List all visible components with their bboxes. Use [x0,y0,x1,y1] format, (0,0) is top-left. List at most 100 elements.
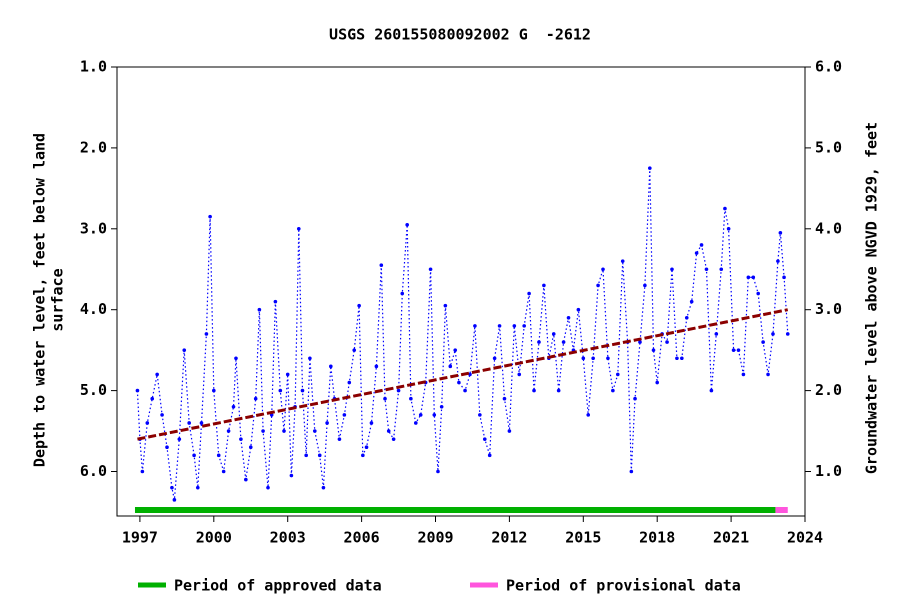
data-point [352,348,357,352]
data-point [487,453,492,458]
data-point [266,485,270,490]
data-point [719,267,724,272]
data-point [714,332,719,336]
data-point [457,380,461,385]
data-point [325,421,329,425]
data-point [337,437,342,441]
data-point [439,404,444,409]
x-tick-label: 2021 [713,529,749,547]
data-point [615,372,620,377]
y2-tick-label: 4.0 [815,219,842,237]
data-point [497,324,502,328]
x-tick-label: 2024 [787,529,823,547]
data-point [665,340,669,344]
data-point [317,453,322,458]
y2-tick-label: 1.0 [815,462,842,480]
data-point [304,453,308,458]
y-tick-label: 5.0 [80,381,107,399]
legend-label: Period of provisional data [506,577,741,595]
data-point [776,259,780,263]
data-point [443,303,448,308]
data-point [436,469,440,474]
data-point [357,303,361,308]
data-point [453,348,458,352]
data-point [492,356,497,361]
data-point [766,372,770,377]
data-point [527,291,531,296]
data-point [177,437,182,441]
data-point [361,453,365,458]
x-tick-label: 2003 [270,529,306,547]
data-point [726,227,731,231]
data-point [761,340,765,344]
data-point [655,380,660,385]
data-point [556,388,561,393]
data-point [606,356,610,361]
y-axis-label: surface [49,268,67,331]
data-point [601,267,605,272]
data-point [253,396,258,401]
data-point [195,485,200,490]
data-point [473,324,477,328]
data-point [216,453,221,458]
data-point [482,437,487,441]
data-point [369,421,374,425]
data-point [778,231,783,235]
data-point [551,332,556,336]
data-point [396,388,401,393]
data-point [261,429,265,433]
y2-tick-label: 2.0 [815,381,842,399]
data-point [278,388,283,393]
data-point [581,356,586,361]
data-point [248,445,253,450]
data-point [204,332,209,336]
data-point [782,275,786,280]
data-point [680,356,684,361]
data-point [165,445,169,450]
data-point [675,356,679,361]
data-point [418,413,423,417]
data-point [226,429,231,433]
data-point [374,364,379,369]
data-point [699,243,704,247]
data-point [212,388,216,393]
data-point [517,372,522,377]
data-point [231,404,236,409]
x-tick-label: 2018 [639,529,675,547]
data-point [409,396,413,401]
data-point [273,299,278,304]
data-point [596,283,600,288]
data-point [221,469,226,474]
data-point [731,348,736,352]
data-point [172,498,177,502]
x-tick-label: 2009 [417,529,453,547]
data-point [694,251,699,255]
data-point [512,324,517,328]
data-point [192,453,196,458]
data-point [289,473,294,478]
data-point [537,340,541,344]
data-point [638,340,642,344]
data-point [413,421,418,425]
data-point [313,429,317,433]
data-point [591,356,595,361]
data-point [561,340,566,344]
data-point [629,469,634,474]
x-tick-label: 1997 [122,529,158,547]
data-point [507,429,512,433]
data-point [296,227,301,231]
data-point [586,413,591,417]
data-point [257,307,262,312]
y-tick-label: 6.0 [80,462,107,480]
data-point [244,477,248,482]
data-point [234,356,238,361]
data-point [239,437,243,441]
y-tick-label: 1.0 [80,58,107,76]
data-point [502,396,507,401]
chart-title: USGS 260155080092002 G -2612 [329,26,591,44]
series-line [136,168,789,500]
data-point [751,275,756,280]
data-point [364,445,369,450]
data-point [150,396,155,401]
data-point [145,421,150,425]
